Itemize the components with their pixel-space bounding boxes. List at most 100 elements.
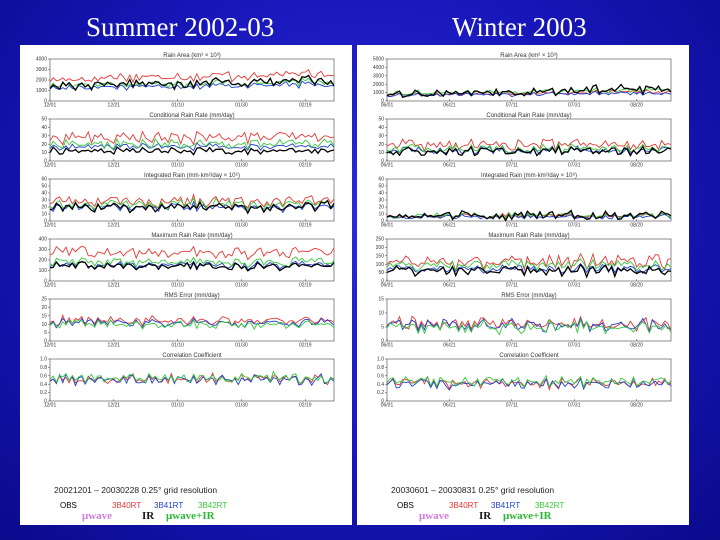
legend-source-2: IR [479,510,492,522]
y-tick-label: 400 [39,237,48,243]
x-tick-label: 07/31 [568,223,581,229]
series-line-3b41rt [49,373,335,387]
series-line-3b41rt [386,317,672,334]
subplot-6: Correlation Coefficient 0 0.2 0.4 0.6 0.8 1.0 0… [377,353,672,409]
subplot-5: RMS Error (mm/day) 0 5 10 15 20 25 12/01 12/21 01… [41,293,335,349]
plot-frame [386,238,672,282]
y-tick-label: 5 [44,330,47,336]
legend-item-3b41rt: 3B41RT [154,501,183,510]
subplot-title: Conditional Rain Rate (mm/day) [149,113,234,119]
series-line-3b41rt [49,142,335,152]
x-tick-label: 06/21 [443,163,456,169]
y-tick-label: 0.6 [40,373,47,379]
y-tick-label: 30 [378,133,384,139]
y-tick-label: 20 [41,142,47,148]
x-tick-label: 12/21 [108,223,121,229]
y-tick-label: 1000 [36,88,47,94]
y-tick-label: 20 [41,305,47,311]
y-tick-label: 3000 [373,73,384,79]
y-tick-label: 10 [41,150,47,156]
y-tick-label: 150 [376,253,385,259]
subplot-title: Correlation Coefficient [499,353,559,359]
x-tick-label: 07/11 [506,283,518,289]
x-tick-label: 12/01 [44,343,57,349]
y-tick-label: 30 [378,198,384,204]
series-line-3b40rt [386,252,672,273]
x-tick-label: 01/30 [235,343,248,349]
x-tick-label: 12/01 [44,283,57,289]
series-line-3b42rt [49,318,335,331]
subplot-1: Rain Area (km² × 10³) 0 1000 2000 3000 4000 12… [36,53,335,109]
series-line-3b40rt [386,315,672,333]
x-tick-label: 12/21 [108,283,121,289]
legend-source-1: μwave [82,510,112,522]
x-tick-label: 06/01 [381,163,394,169]
y-tick-label: 1.0 [40,357,47,363]
summer-chart-svg: Rain Area (km² × 10³)0100020003000400012… [36,53,335,522]
series-line-3b42rt [49,137,335,151]
y-tick-label: 40 [378,191,384,197]
subplot-title: Maximum Rain Rate (mm/day) [488,233,569,239]
x-tick-label: 07/11 [506,223,518,229]
x-tick-label: 08/20 [630,343,643,349]
x-tick-label: 07/11 [506,163,518,169]
series-line-3b42rt [49,256,335,269]
x-tick-label: 07/31 [568,403,581,409]
left-column-title: Summer 2002-03 [86,12,275,42]
y-tick-label: 0.4 [40,382,47,388]
subplot-title: Rain Area (km² × 10³) [163,53,221,59]
y-tick-label: 15 [378,297,384,303]
subplot-4: Maximum Rain Rate (mm/day) 0 50 100 150 200 25… [376,233,672,289]
legend-item-obs: OBS [397,501,414,510]
legend-item-3b41rt: 3B41RT [491,501,520,510]
plot-frame [386,118,672,162]
x-tick-label: 08/20 [630,403,643,409]
x-tick-label: 12/01 [44,403,57,409]
y-tick-label: 30 [41,133,47,139]
y-tick-label: 0.2 [40,390,47,396]
winter-chart-panel: Rain Area (km² × 10³) 0 1000 2000 3000 4000 50… [357,45,689,525]
x-tick-label: 07/31 [568,163,581,169]
x-tick-label: 06/01 [381,283,394,289]
y-tick-label: 20 [378,205,384,211]
series-line-3b42rt [386,374,672,389]
x-tick-label: 12/21 [108,103,121,109]
y-tick-label: 0 [44,219,47,225]
y-tick-label: 0 [381,159,384,165]
y-tick-label: 50 [41,117,47,123]
y-tick-label: 0 [381,219,384,225]
date-range-footer: 20021201 – 20030228 0.25° grid resolutio… [54,485,217,495]
y-tick-label: 50 [378,184,384,190]
legend-source-3: μwave+IR [503,510,553,522]
subplot-6: Correlation Coefficient 0 0.2 0.4 0.6 0.8 1.0 1… [40,353,335,409]
y-tick-label: 10 [378,311,384,317]
y-tick-label: 5000 [373,57,384,63]
series-line-obs [49,260,335,272]
x-tick-label: 06/21 [443,103,456,109]
x-tick-label: 07/31 [568,103,581,109]
x-tick-label: 01/10 [171,343,184,349]
y-tick-label: 25 [41,297,47,303]
series-line-3b41rt [386,376,672,391]
y-tick-label: 40 [378,125,384,131]
x-tick-label: 02/19 [299,223,312,229]
y-tick-label: 15 [41,313,47,319]
y-tick-label: 4000 [373,65,384,71]
subplot-title: Integrated Rain (mm·km²/day × 10⁶) [481,172,577,179]
x-tick-label: 06/01 [381,403,394,409]
x-tick-label: 07/31 [568,283,581,289]
legend-item-3b40rt: 3B40RT [449,501,478,510]
plot-frame [386,58,672,102]
y-tick-label: 0.4 [377,382,384,388]
y-tick-label: 1.0 [377,357,384,363]
y-tick-label: 4000 [36,57,47,63]
subplot-3: Integrated Rain (mm·km²/day × 10⁶) 010203… [41,172,335,229]
x-tick-label: 01/30 [235,223,248,229]
y-tick-label: 0 [381,279,384,285]
x-tick-label: 12/21 [108,403,121,409]
y-tick-label: 300 [39,247,48,253]
x-tick-label: 06/01 [381,103,394,109]
series-line-obs [386,263,672,279]
y-tick-label: 0.2 [377,390,384,396]
x-tick-label: 12/01 [44,163,57,169]
